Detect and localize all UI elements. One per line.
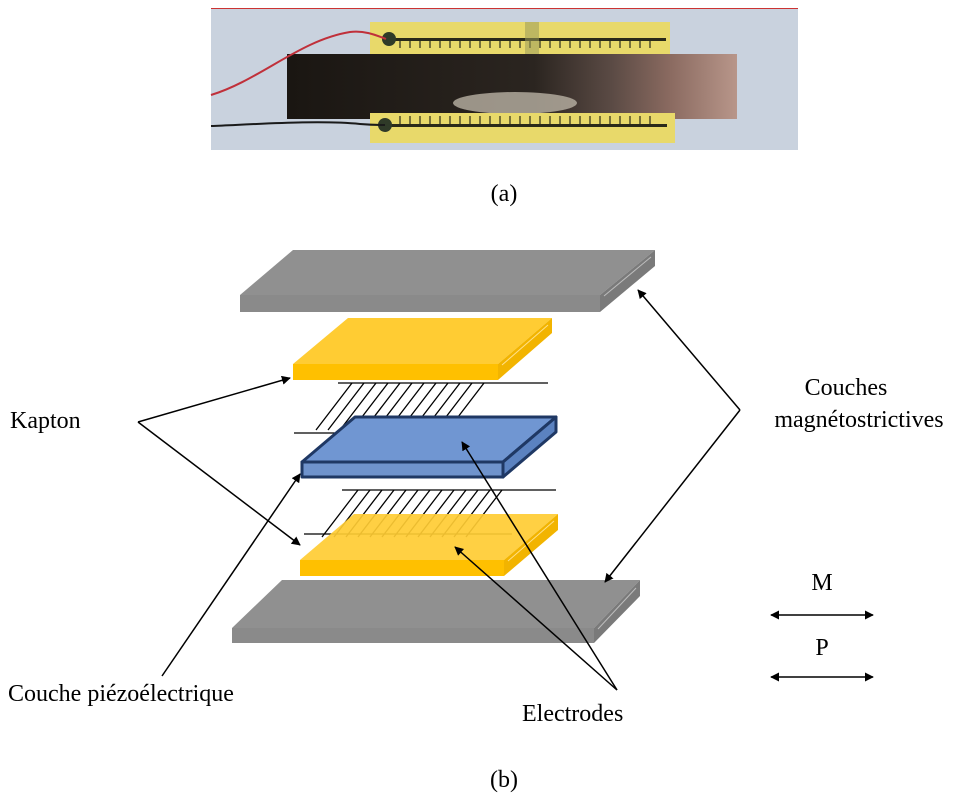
- arrow-kapton-bottom: [137, 421, 301, 546]
- arrow-magneto-top: [637, 289, 741, 411]
- label-p: P: [815, 635, 829, 661]
- kapton-layer-top: [293, 318, 552, 380]
- sample-photo: [210, 8, 798, 150]
- label-magnetostrictives: magnétostrictives: [774, 407, 944, 433]
- arrow-magneto-bottom: [604, 409, 741, 583]
- label-m: M: [811, 570, 833, 596]
- magnetostrictive-layer-top: [240, 250, 655, 312]
- arrow-piezo: [161, 473, 301, 677]
- kapton-layer-bottom: [300, 514, 558, 576]
- caption-b: (b): [490, 767, 518, 793]
- label-electrodes: Electrodes: [522, 701, 624, 727]
- photo-reflection: [453, 92, 577, 114]
- photo-kapton-bottom: [370, 113, 675, 143]
- photo-contact-top: [382, 32, 396, 46]
- annotation-arrows: [137, 289, 874, 691]
- photo-wire-black: [210, 121, 386, 127]
- label-piezoelectric: Couche piézoélectrique: [8, 681, 234, 707]
- arrow-electrode-1: [461, 441, 618, 691]
- piezoelectric-layer: [300, 415, 558, 479]
- photo-comb-top: [399, 40, 651, 48]
- label-couches: Couches: [804, 375, 888, 401]
- arrow-kapton-top: [137, 375, 291, 423]
- caption-a: (a): [490, 181, 518, 207]
- photo-electrode-bottom: [385, 124, 667, 127]
- photo-wire-red: [210, 30, 387, 96]
- label-kapton: Kapton: [10, 408, 81, 434]
- photo-comb-bottom: [399, 116, 651, 124]
- arrow-electrode-2: [454, 546, 618, 691]
- magnetostrictive-layer-bottom: [232, 580, 640, 643]
